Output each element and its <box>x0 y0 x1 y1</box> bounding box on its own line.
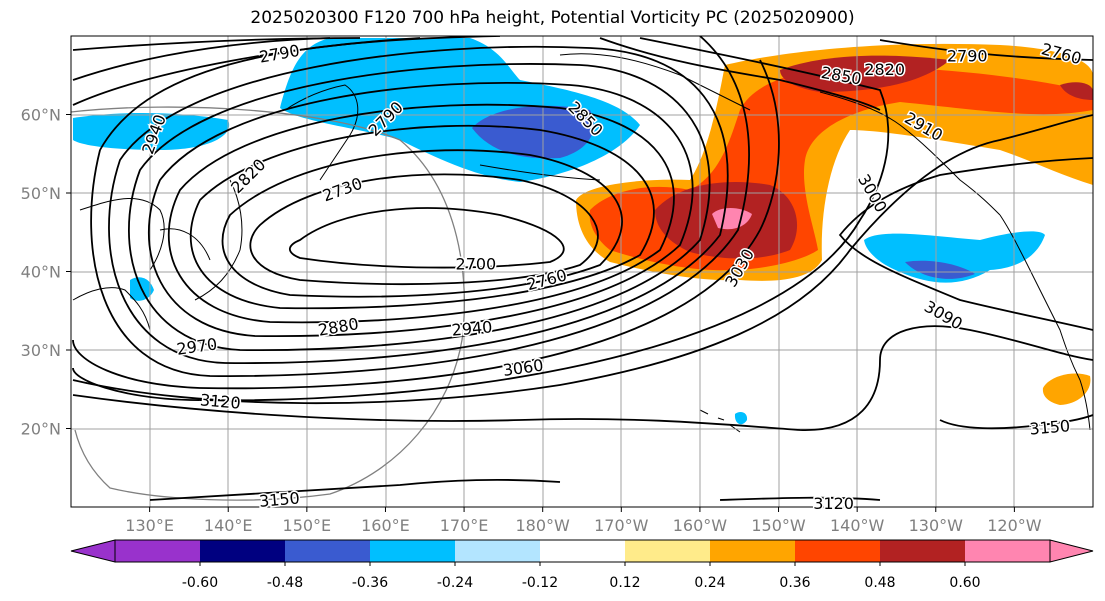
lat-label: 50°N <box>21 184 61 203</box>
colorbar-label: -0.24 <box>437 575 473 591</box>
height-contour-2970 <box>72 37 780 390</box>
contour-label-text: 2790 <box>947 47 988 66</box>
colorbar-label: -0.12 <box>522 575 558 591</box>
lat-label: 20°N <box>21 420 61 439</box>
lon-label-group: 130°E 140°E 150°E 160°E 170°E 180°W 170°W 160°W… <box>125 507 1042 535</box>
height-contour-3150-a <box>149 478 561 501</box>
lon-label: 150°W <box>751 516 806 535</box>
lat-label: 60°N <box>21 106 61 125</box>
colorbar-label: -0.60 <box>182 575 218 591</box>
colorbar-bin <box>795 540 881 562</box>
colorbar-label: 0.12 <box>609 575 640 591</box>
pv-blue-area-okhotsk <box>73 113 230 150</box>
colorbar-bin <box>540 540 626 562</box>
height-contour-3120 <box>72 325 1093 431</box>
lon-label: 150°E <box>283 516 332 535</box>
contour-label: 2940 <box>449 316 494 341</box>
colorbar-label: -0.36 <box>352 575 388 591</box>
contour-label: 2820 <box>863 58 907 80</box>
height-contour-2730 <box>249 173 599 285</box>
colorbar-under-triangle <box>70 539 116 563</box>
coastline-aleutians <box>479 164 601 181</box>
height-contour-north-b <box>599 37 881 111</box>
height-contour-3150-b <box>939 414 1093 430</box>
coastline-north-america-west <box>999 214 1091 431</box>
height-contour-2880 <box>128 63 711 352</box>
lon-label: 130°E <box>125 516 174 535</box>
contour-label: 3120 <box>812 493 856 515</box>
colorbar-label: 0.48 <box>864 575 895 591</box>
lon-label: 180°W <box>516 516 571 535</box>
colorbar-label: 0.60 <box>949 575 980 591</box>
contour-label: 3150 <box>257 487 302 512</box>
contour-label: 3120 <box>198 389 243 414</box>
lon-label: 140°E <box>204 516 253 535</box>
pv-indigo-core-california <box>905 260 975 279</box>
colorbar-bin <box>880 540 966 562</box>
lon-label: 140°W <box>830 516 885 535</box>
pv-blue-area-california <box>864 231 1045 283</box>
contour-label-text: 2940 <box>451 317 493 339</box>
height-contour-north-c <box>879 39 1093 61</box>
colorbar: -0.60 -0.48 -0.36 -0.24 -0.12 0.12 0.24 0.36 0.4… <box>70 539 1094 591</box>
contour-label: 2790 <box>945 45 989 67</box>
contour-label: 2700 <box>454 253 498 275</box>
height-contour-3090 <box>838 157 1093 331</box>
pv-blue-area-hawaii <box>734 412 748 425</box>
coastline-asia <box>72 179 243 331</box>
colorbar-bin <box>625 540 711 562</box>
lon-label: 130°W <box>909 516 964 535</box>
pv-indigo-core-bering <box>472 105 594 159</box>
map-title: 2025020300 F120 700 hPa height, Potentia… <box>250 8 855 28</box>
height-contours <box>72 36 1093 501</box>
lon-label: 160°W <box>673 516 728 535</box>
height-contour-2790-a <box>189 124 655 310</box>
domain-circle <box>71 106 466 501</box>
coastline-alaska <box>559 53 1001 216</box>
lon-label: 160°E <box>361 516 410 535</box>
height-contour-3120-b <box>719 496 881 501</box>
height-contour-2940 <box>90 36 750 377</box>
colorbar-bin <box>965 540 1051 562</box>
contour-label-text: 2700 <box>456 255 497 274</box>
height-contour-2850 <box>147 82 694 338</box>
colorbar-bin <box>710 540 796 562</box>
height-contour-3060 <box>72 114 1093 405</box>
contour-label-text: 3120 <box>199 390 241 412</box>
colorbar-label: 0.24 <box>694 575 725 591</box>
coastline-kamchatka <box>284 84 359 181</box>
coastlines <box>72 53 1091 433</box>
height-contour-2910 <box>108 45 729 365</box>
lat-label: 40°N <box>21 263 61 282</box>
contour-label-text: 3120 <box>813 494 854 513</box>
lon-label: 170°W <box>594 516 649 535</box>
colorbar-over-triangle <box>1049 539 1094 563</box>
height-contour-2820 <box>167 103 675 324</box>
colorbar-frame <box>114 539 1051 563</box>
colorbar-label: -0.48 <box>267 575 303 591</box>
colorbar-bin <box>455 540 541 562</box>
height-contour-2760 <box>221 149 623 298</box>
pv-orange-area-baja <box>1042 373 1091 405</box>
contour-label-text: 3150 <box>1029 416 1071 438</box>
contour-label: 3150 <box>1027 415 1072 440</box>
colorbar-label: 0.36 <box>779 575 810 591</box>
lon-label: 120°W <box>987 516 1042 535</box>
colorbar-bin <box>200 540 286 562</box>
colorbar-bin <box>285 540 371 562</box>
contour-label-text: 2820 <box>864 60 905 79</box>
height-contour-north-a <box>72 37 361 51</box>
lat-label-group: 60°N 50°N 40°N 30°N 20°N <box>21 106 71 439</box>
lat-label: 30°N <box>21 341 61 360</box>
colorbar-bin <box>370 540 456 562</box>
contour-label-text: 3150 <box>258 488 300 510</box>
pv-darkred-core-alaska <box>780 55 950 92</box>
height-contour-2700 <box>288 207 565 269</box>
pv-darkred-core-east <box>1060 82 1093 100</box>
colorbar-bin <box>115 540 201 562</box>
lon-label: 170°E <box>440 516 489 535</box>
